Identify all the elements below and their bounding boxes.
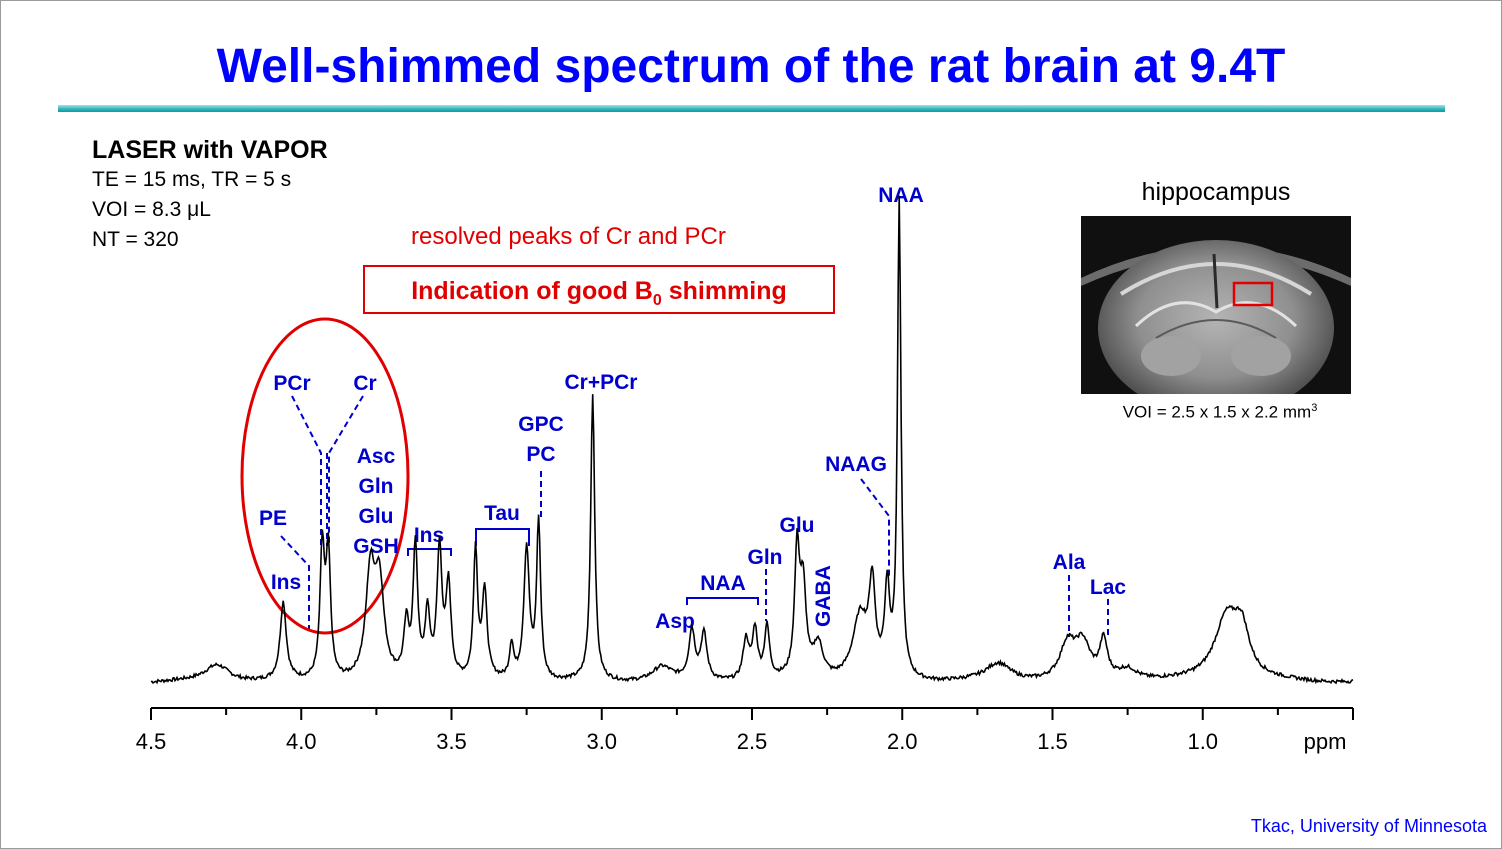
peak-label-gsh: GSH	[353, 535, 399, 558]
peak-label-ins-1: Ins	[414, 524, 444, 547]
slide-title: Well-shimmed spectrum of the rat brain a…	[216, 40, 1286, 93]
x-tick-label: 2.0	[887, 729, 918, 754]
peak-label-naa-2: NAA	[700, 572, 746, 595]
naag-leader	[860, 478, 890, 579]
mri-brain-drawing	[1081, 216, 1351, 394]
peak-label-lac: Lac	[1090, 576, 1127, 599]
voi-caption-sup: 3	[1311, 402, 1318, 414]
x-axis-unit: ppm	[1304, 729, 1347, 754]
voi-caption-text: VOI = 2.5 x 1.5 x 2.2 mm	[1122, 402, 1312, 422]
mri-image	[1081, 216, 1351, 394]
x-tick-label: 4.5	[136, 729, 167, 754]
shimming-callout-sub: 0	[652, 292, 662, 309]
peak-label-gln-1: Gln	[359, 475, 394, 498]
ins-bracket	[407, 548, 452, 556]
cr-pcr-highlight-ellipse	[240, 317, 410, 635]
x-axis: 4.5 4.0 3.5 3.0 2.5 2.0 1.5 1.0	[136, 707, 1354, 754]
peak-label-pcr: PCr	[273, 372, 310, 395]
peak-labels: NAA Cr+PCr GPC PC NAAG Tau Ins PCr Cr As…	[259, 184, 1126, 633]
shimming-callout-suffix: shimming	[661, 277, 787, 305]
shimming-callout-text: Indication of good B	[411, 277, 653, 305]
params-line-nt: NT = 320	[92, 228, 179, 251]
voi-caption: VOI = 2.5 x 1.5 x 2.2 mm3	[1081, 402, 1359, 423]
x-tick-label: 3.0	[586, 729, 617, 754]
title-rule	[58, 105, 1445, 112]
peak-callout-lines	[280, 395, 1109, 637]
cr-leader	[328, 395, 364, 546]
voi-marker	[1232, 281, 1274, 307]
spectrum-line	[150, 195, 1354, 685]
x-tick-label: 3.5	[436, 729, 467, 754]
peak-label-gaba: GABA	[812, 565, 835, 627]
pe-leader	[280, 535, 310, 633]
peak-label-gln-2: Gln	[748, 546, 783, 569]
naa-bracket	[686, 597, 759, 605]
params-line-voi: VOI = 8.3 μL	[92, 198, 211, 221]
x-tick-label: 1.0	[1187, 729, 1218, 754]
shimming-callout: Indication of good B0 shimming	[363, 265, 835, 314]
peak-label-ala: Ala	[1053, 551, 1086, 574]
peak-label-asp: Asp	[655, 610, 695, 633]
peak-label-pc: PC	[526, 443, 555, 466]
acquisition-params: LASER with VAPOR TE = 15 ms, TR = 5 s VO…	[92, 135, 328, 255]
peak-label-glu-2: Glu	[780, 514, 815, 537]
peak-label-gpc: GPC	[518, 413, 564, 436]
peak-label-ins-2: Ins	[271, 571, 301, 594]
x-tick-label: 1.5	[1037, 729, 1068, 754]
peak-label-cr: Cr	[353, 372, 376, 395]
inset-label: hippocampus	[1141, 178, 1291, 206]
peak-label-cr-pcr: Cr+PCr	[565, 371, 638, 394]
pcr-leader	[291, 395, 322, 546]
peak-label-glu-1: Glu	[359, 505, 394, 528]
peak-label-tau: Tau	[484, 502, 520, 525]
resolved-peaks-note: resolved peaks of Cr and PCr	[411, 223, 726, 250]
tau-bracket	[475, 528, 530, 546]
peak-label-asc: Asc	[357, 445, 396, 468]
credit: Tkac, University of Minnesota	[1250, 816, 1487, 836]
params-line-te-tr: TE = 15 ms, TR = 5 s	[92, 168, 292, 191]
peak-label-naag: NAAG	[825, 453, 887, 476]
params-heading: LASER with VAPOR	[92, 136, 328, 164]
x-tick-label: 2.5	[737, 729, 768, 754]
peak-label-pe: PE	[259, 507, 287, 530]
x-tick-label: 4.0	[286, 729, 317, 754]
peak-label-naa: NAA	[878, 184, 924, 207]
